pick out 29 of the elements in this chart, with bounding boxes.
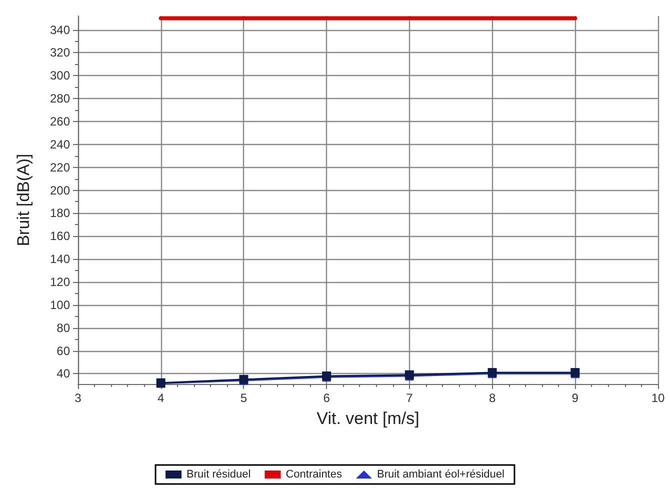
legend-label: Bruit résiduel <box>186 468 251 480</box>
y-tick-label: 300 <box>50 68 70 83</box>
x-tick-label: 6 <box>323 391 330 405</box>
legend-label: Bruit ambiant éol+résiduel <box>376 468 504 480</box>
x-tick-label: 7 <box>406 391 414 405</box>
y-axis-title: Bruit [dB(A)] <box>14 154 33 246</box>
y-tick-label: 260 <box>50 114 70 128</box>
y-tick-label: 280 <box>50 92 70 106</box>
x-axis-title: Vit. vent [m/s] <box>316 409 420 428</box>
y-tick-label: 80 <box>56 320 70 335</box>
y-tick-label: 100 <box>50 298 70 312</box>
y-tick-label: 180 <box>50 206 70 220</box>
y-tick-label: 40 <box>56 366 70 381</box>
y-tick-label: 200 <box>50 183 70 198</box>
x-tick-label: 10 <box>651 391 665 405</box>
x-tick-label: 8 <box>488 391 496 405</box>
y-tick-label: 160 <box>50 229 70 244</box>
y-tick-label: 320 <box>50 46 70 60</box>
legend-label: Contraintes <box>286 468 342 480</box>
x-tick-label: 9 <box>572 391 579 405</box>
x-tick-label: 5 <box>240 391 248 405</box>
y-tick-label: 340 <box>50 22 70 37</box>
y-tick-label: 240 <box>50 137 70 152</box>
x-tick-label: 3 <box>74 391 82 405</box>
x-tick-label: 4 <box>158 391 165 405</box>
y-tick-label: 220 <box>50 160 70 174</box>
y-tick-label: 140 <box>50 252 70 266</box>
y-tick-label: 60 <box>56 344 70 358</box>
y-tick-label: 120 <box>50 274 70 289</box>
